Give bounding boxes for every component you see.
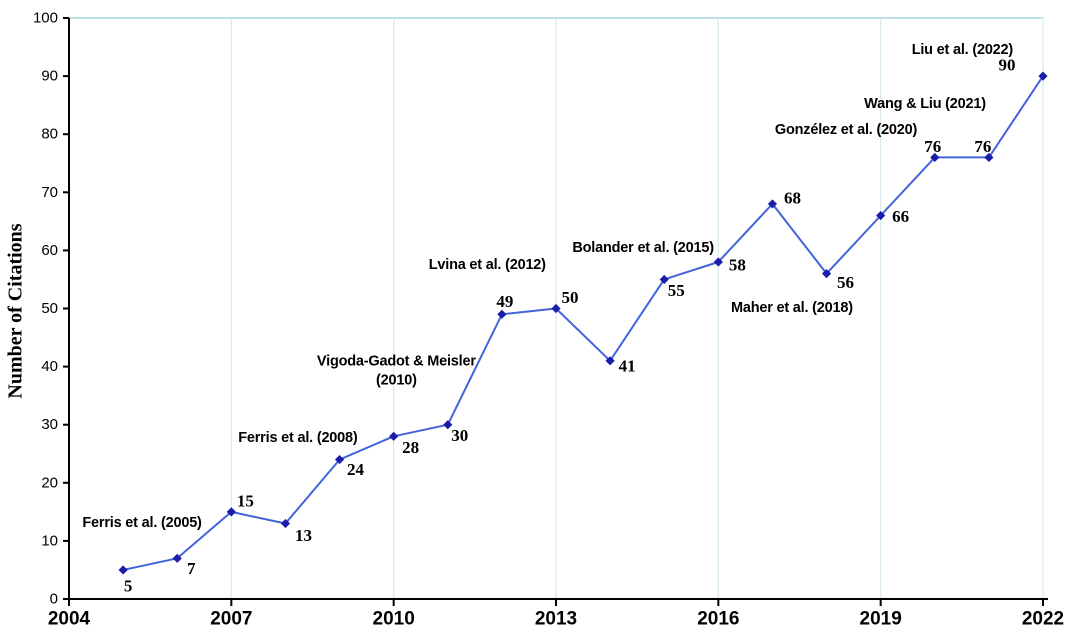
y-tick-label: 10	[41, 532, 58, 549]
annotation-label: Bolander et al. (2015)	[572, 240, 714, 256]
data-point-marker	[821, 269, 832, 279]
y-axis-title: Number of Citations	[4, 223, 27, 399]
annotation-line: Lvina et al. (2012)	[429, 257, 546, 273]
annotation-label: Maher et al. (2018)	[731, 300, 853, 316]
y-tick-label: 20	[41, 474, 58, 491]
y-tick-label: 50	[41, 300, 58, 317]
y-tick-label: 100	[33, 10, 58, 27]
annotation-line: Ferris et al. (2008)	[238, 430, 358, 446]
data-point-label: 30	[451, 426, 468, 445]
annotation-label: Gonzélez et al. (2020)	[775, 122, 918, 138]
y-tick-label: 70	[41, 184, 58, 201]
data-point-marker	[713, 257, 723, 267]
y-tick-label: 40	[41, 358, 58, 375]
series-line	[122, 75, 1044, 571]
data-point-label: 90	[999, 56, 1016, 75]
annotation-line: Wang & Liu (2021)	[864, 96, 986, 112]
data-point-label: 58	[729, 256, 746, 275]
data-point-label: 55	[668, 281, 685, 300]
data-point-marker	[226, 507, 236, 517]
data-point-label: 50	[562, 288, 579, 307]
data-point-marker	[1038, 71, 1048, 81]
data-point-marker	[767, 199, 778, 209]
annotation-line: Maher et al. (2018)	[731, 300, 853, 316]
data-point-marker	[389, 431, 399, 441]
data-point-label: 28	[402, 438, 419, 457]
annotation-label: Liu et al. (2022)	[912, 42, 1014, 58]
annotation-label: Vigoda-Gadot & Meisler (2010)	[317, 354, 476, 389]
data-point-marker	[443, 420, 453, 430]
data-point-label: 56	[837, 273, 854, 292]
data-point-marker	[118, 565, 128, 575]
data-point-label: 24	[347, 460, 365, 479]
data-point-label: 76	[924, 137, 941, 156]
data-point-marker	[334, 454, 345, 465]
data-point-marker	[172, 553, 182, 563]
annotation-line: Vigoda-Gadot & Meisler	[317, 354, 476, 370]
data-point-label: 41	[619, 356, 636, 375]
data-point-label: 76	[974, 137, 991, 156]
x-tick-label: 2004	[48, 609, 91, 630]
x-tick-label: 2016	[697, 609, 739, 630]
annotation-line: (2010)	[376, 373, 417, 389]
x-tick-label: 2010	[373, 609, 415, 630]
data-point-label: 7	[187, 559, 196, 578]
annotation-line: Bolander et al. (2015)	[572, 240, 714, 256]
x-tick-label: 2007	[210, 609, 252, 630]
data-point-marker	[876, 210, 886, 221]
data-point-marker	[984, 152, 994, 163]
annotation-label: Wang & Liu (2021)	[864, 96, 986, 112]
data-point-label: 68	[784, 188, 801, 207]
x-tick-label: 2022	[1022, 609, 1064, 630]
data-point-label: 13	[295, 526, 312, 545]
annotation-line: Liu et al. (2022)	[912, 42, 1014, 58]
y-tick-label: 90	[41, 68, 58, 85]
annotation-line: Ferris et al. (2005)	[82, 515, 202, 531]
data-point-label: 15	[237, 491, 254, 510]
x-tick-label: 2019	[860, 609, 902, 630]
annotation-line: Gonzélez et al. (2020)	[775, 122, 918, 138]
data-point-marker	[497, 309, 507, 319]
annotation-label: Lvina et al. (2012)	[429, 257, 546, 273]
y-tick-label: 0	[50, 591, 58, 608]
annotation-label: Ferris et al. (2008)	[238, 430, 358, 446]
data-point-marker	[930, 152, 940, 163]
annotation-label: Ferris et al. (2005)	[82, 515, 202, 531]
data-point-marker	[659, 274, 669, 285]
x-tick-label: 2013	[535, 609, 577, 630]
data-point-marker	[605, 356, 615, 366]
data-point-marker	[280, 518, 291, 529]
data-point-label: 5	[124, 576, 133, 595]
y-tick-label: 30	[41, 416, 58, 433]
data-point-marker	[551, 303, 561, 314]
y-tick-label: 60	[41, 242, 58, 259]
y-tick-label: 80	[41, 126, 58, 143]
data-point-label: 49	[496, 292, 513, 311]
data-point-label: 66	[892, 207, 909, 226]
